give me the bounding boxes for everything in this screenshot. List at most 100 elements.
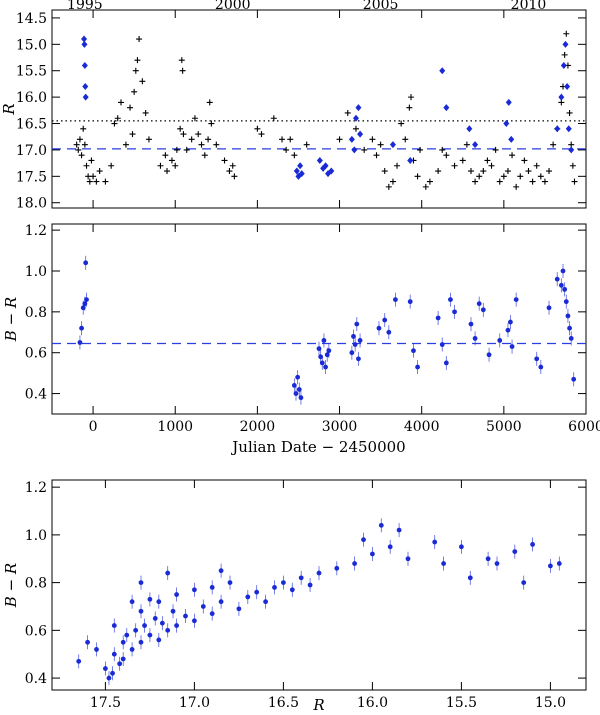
panel-color-time-point [393, 297, 398, 302]
panel-light-curve-point [561, 51, 568, 58]
panel-color-mag-point [467, 575, 473, 581]
panel-light-curve-blue-point [328, 167, 335, 175]
panel-light-curve-point [183, 146, 190, 153]
panel-light-curve-point [75, 146, 82, 153]
top-axis-year-label: 2005 [363, 0, 399, 13]
panel-color-time-point [382, 317, 388, 323]
panel-light-curve-blue-point [355, 104, 362, 112]
panel-color-mag-point [281, 580, 286, 586]
panel-light-curve-point [484, 157, 491, 164]
panel-color-time-point [571, 376, 577, 382]
panel-color-mag-point [361, 537, 366, 543]
panel-light-curve-point [385, 183, 392, 190]
panel-light-curve-point [496, 178, 503, 185]
panel-light-curve-point [513, 183, 520, 190]
panel-light-curve-point [226, 168, 233, 175]
panel-light-curve-point [439, 146, 446, 153]
panel-light-curve-point [398, 120, 405, 127]
panel-light-curve-ytick-label: 15.5 [16, 64, 47, 80]
panel-light-curve-point [352, 125, 359, 132]
panel-color-mag-xtick-label: 17.0 [179, 695, 210, 711]
panel-color-mag-point [156, 599, 162, 605]
panel-light-curve-point [86, 178, 93, 185]
panel-color-mag-point [272, 584, 277, 590]
panel-color-mag-point [218, 599, 224, 605]
panel-light-curve-blue-point [568, 146, 575, 154]
panel-light-curve-point [336, 136, 343, 143]
panel-light-curve-blue-point [503, 120, 510, 128]
panel-light-curve-blue-point [565, 125, 572, 133]
panel-light-curve-blue-point [357, 130, 364, 138]
panel-light-curve-point [180, 131, 187, 138]
panel-color-time-point [407, 299, 413, 305]
panel-light-curve-point [76, 136, 83, 143]
panel-light-curve-ytick-label: 17.5 [16, 169, 47, 185]
panel-color-mag-point [432, 539, 438, 545]
panel-light-curve-point [451, 162, 458, 169]
panel-color-mag-xtick-label: 15.0 [535, 695, 566, 711]
panel-light-curve-point [566, 109, 573, 116]
panel-light-curve-blue-point [82, 93, 89, 101]
panel-light-curve-point [571, 178, 578, 185]
panel-light-curve-blue-point [352, 114, 359, 122]
panel-light-curve-ytick-label: 14.5 [16, 11, 47, 27]
panel-color-mag-point [245, 594, 251, 600]
panel-color-time-point [560, 268, 566, 274]
top-axis-year-label: 2010 [511, 0, 547, 13]
panel-color-time-point [316, 346, 322, 352]
panel-color-mag-point [263, 599, 268, 605]
panel-color-time-point [439, 342, 445, 347]
panel-color-time-point [324, 352, 330, 358]
panel-color-time-point [534, 356, 540, 362]
panel-color-time-point [293, 391, 299, 396]
panel-light-curve-ytick-label: 15.0 [16, 37, 47, 53]
panel-color-mag-point [103, 666, 108, 671]
panel-light-curve-point [529, 178, 536, 185]
panel-light-curve-point [480, 168, 487, 175]
panel-light-curve-point [426, 178, 433, 185]
panel-color-mag-xtick-label: 16.5 [268, 695, 299, 711]
panel-color-time-point [480, 307, 486, 313]
panel-light-curve-blue-point [81, 35, 88, 43]
panel-light-curve-point [173, 146, 180, 153]
panel-color-mag-point [124, 632, 130, 638]
panel-color-time-ytick-label: 1.0 [25, 264, 47, 280]
panel-light-curve-point [459, 157, 466, 164]
panel-light-curve-point [93, 178, 100, 185]
panel-color-time-point [323, 364, 328, 370]
panel-light-curve-point [402, 136, 409, 143]
panel-light-curve-point [550, 141, 557, 148]
panel-color-mag-point [111, 623, 117, 628]
panel-light-curve-blue-point [81, 40, 88, 48]
panel-light-curve-point [467, 168, 474, 175]
panel-color-mag-point [94, 647, 99, 652]
panel-color-time-point [567, 325, 572, 331]
panel-light-curve-point [102, 178, 109, 185]
panel-color-mag-xtick-label: 15.5 [446, 695, 477, 711]
panel-light-curve-point [254, 125, 261, 132]
panel-color-time-point [80, 305, 86, 311]
panel-light-curve-blue-point [508, 135, 515, 143]
panel-color-mag-point [405, 556, 411, 562]
panel-light-curve-point [283, 146, 290, 153]
panel-light-curve-blue-point [298, 170, 305, 178]
panel-color-mag-point [236, 606, 242, 612]
panel-light-curve-blue-point [316, 156, 323, 164]
panel-color-time-point [296, 387, 302, 392]
panel-color-mag-point [485, 556, 491, 562]
panel-color-time-point [509, 344, 515, 349]
panel-light-curve-frame [51, 9, 587, 209]
panel-light-curve-blue-point [82, 83, 89, 91]
panel-color-time-point [554, 276, 560, 282]
panel-color-mag-point [521, 580, 527, 586]
panel-color-mag-point [200, 604, 206, 609]
panel-color-mag-xlabel: R [312, 696, 324, 714]
panel-color-mag-point [165, 570, 171, 576]
panel-color-time-point [376, 325, 382, 331]
panel-color-mag-point [120, 656, 126, 662]
panel-light-curve-point [488, 162, 495, 169]
panel-color-mag-point [512, 549, 518, 554]
panel-light-curve-point [114, 115, 121, 122]
panel-light-curve-point [134, 57, 141, 64]
panel-light-curve-point [208, 120, 215, 127]
